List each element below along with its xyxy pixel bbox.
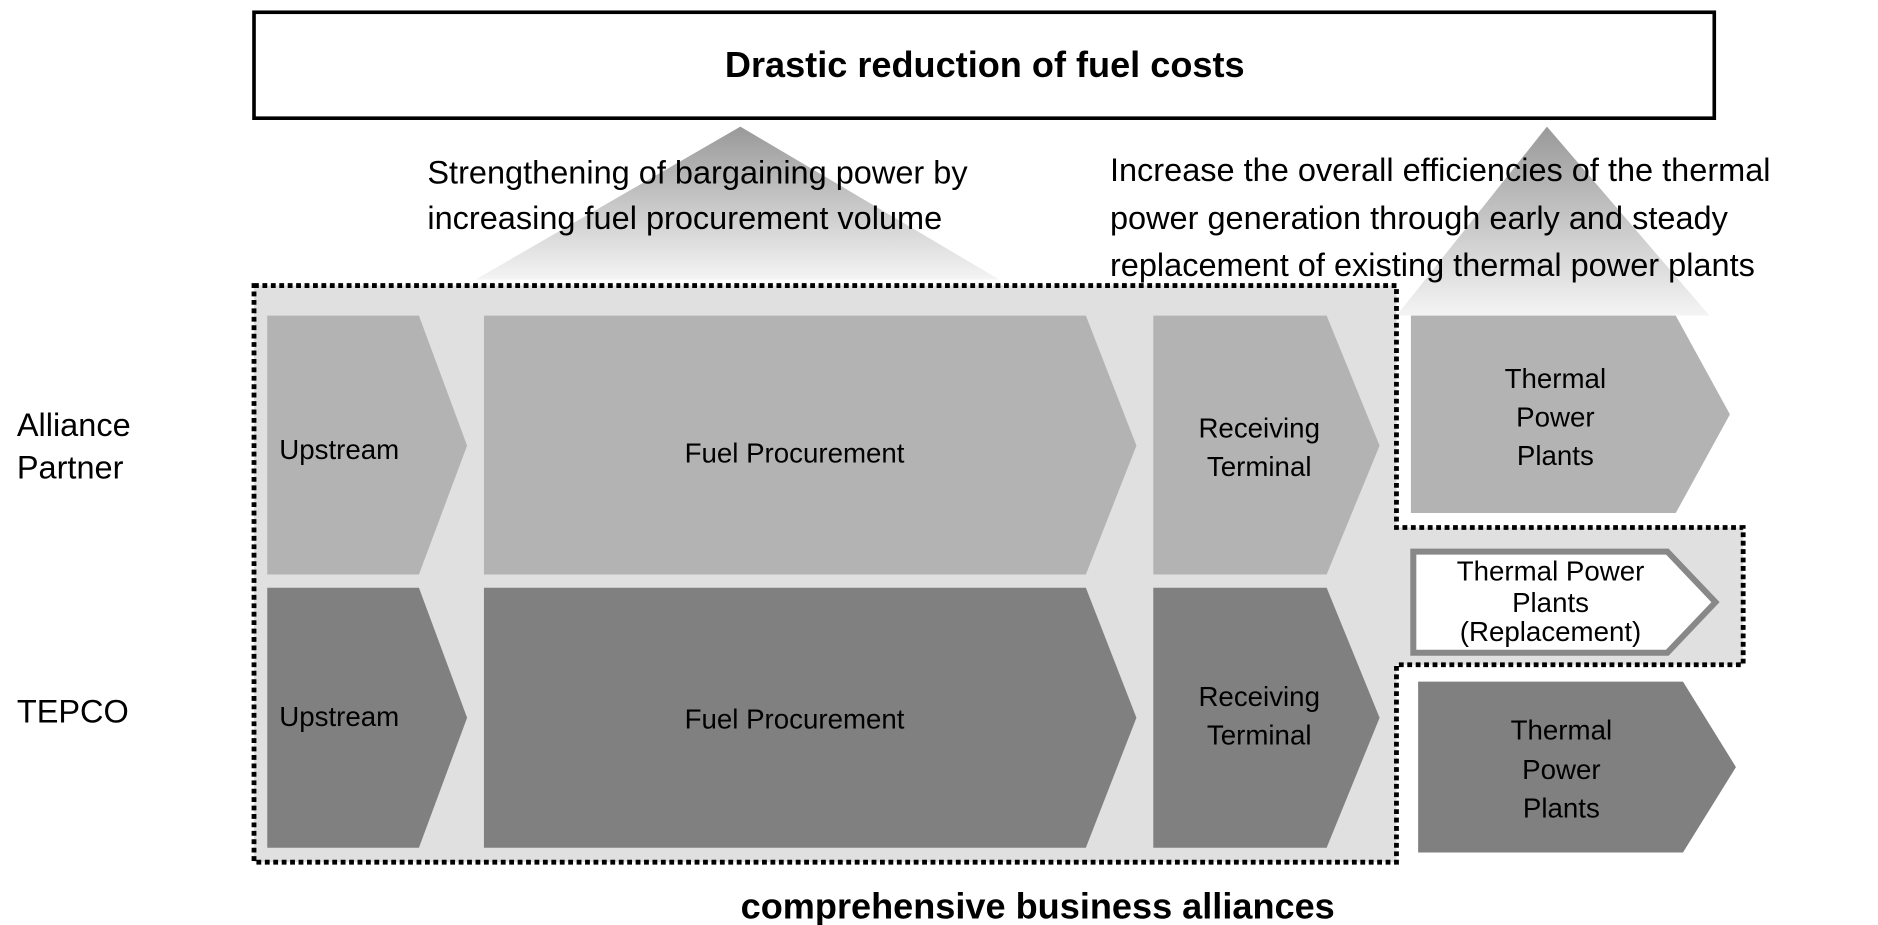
note: Strengthening of bargaining power by <box>427 154 968 190</box>
chevron <box>1153 587 1380 848</box>
stage-label: Thermal <box>1511 714 1613 745</box>
stage-label: Plants <box>1512 587 1589 618</box>
stage-label: Upstream <box>279 701 399 732</box>
stage-label: Terminal <box>1207 451 1312 482</box>
footer: comprehensive business alliances <box>741 886 1335 925</box>
stage-label: Fuel Procurement <box>685 704 905 735</box>
row-label: Partner <box>17 449 124 485</box>
stage-label: Power <box>1516 401 1594 432</box>
row-label: TEPCO <box>17 694 129 730</box>
chevron <box>1153 315 1380 575</box>
chevron <box>267 587 468 848</box>
chevron <box>1410 315 1730 514</box>
note: Increase the overall efficiencies of the… <box>1110 152 1771 188</box>
stage-label: Power <box>1522 754 1600 785</box>
row-label: Alliance <box>17 407 131 443</box>
note: power generation through early and stead… <box>1110 200 1729 236</box>
stage-label: Thermal Power <box>1457 556 1645 587</box>
note: replacement of existing thermal power pl… <box>1110 247 1755 283</box>
stage-label: (Replacement) <box>1460 616 1641 647</box>
title: Drastic reduction of fuel costs <box>725 44 1245 85</box>
stage-label: Plants <box>1523 793 1600 824</box>
stage-label: Thermal <box>1505 363 1607 394</box>
stage-label: Terminal <box>1207 719 1312 750</box>
stage-label: Receiving <box>1198 412 1320 443</box>
chevron <box>483 587 1137 848</box>
stage-label: Fuel Procurement <box>685 438 905 469</box>
stage-label: Receiving <box>1198 681 1320 712</box>
chevron <box>1410 548 1720 656</box>
stage-label: Plants <box>1517 440 1594 471</box>
chevron <box>1418 681 1736 853</box>
chevron <box>483 315 1137 575</box>
stage-label: Upstream <box>279 434 399 465</box>
arrow-up <box>475 126 1000 280</box>
title-box <box>252 10 1717 121</box>
note: increasing fuel procurement volume <box>427 200 942 236</box>
arrow-up <box>1396 126 1710 316</box>
chevron <box>267 315 468 575</box>
